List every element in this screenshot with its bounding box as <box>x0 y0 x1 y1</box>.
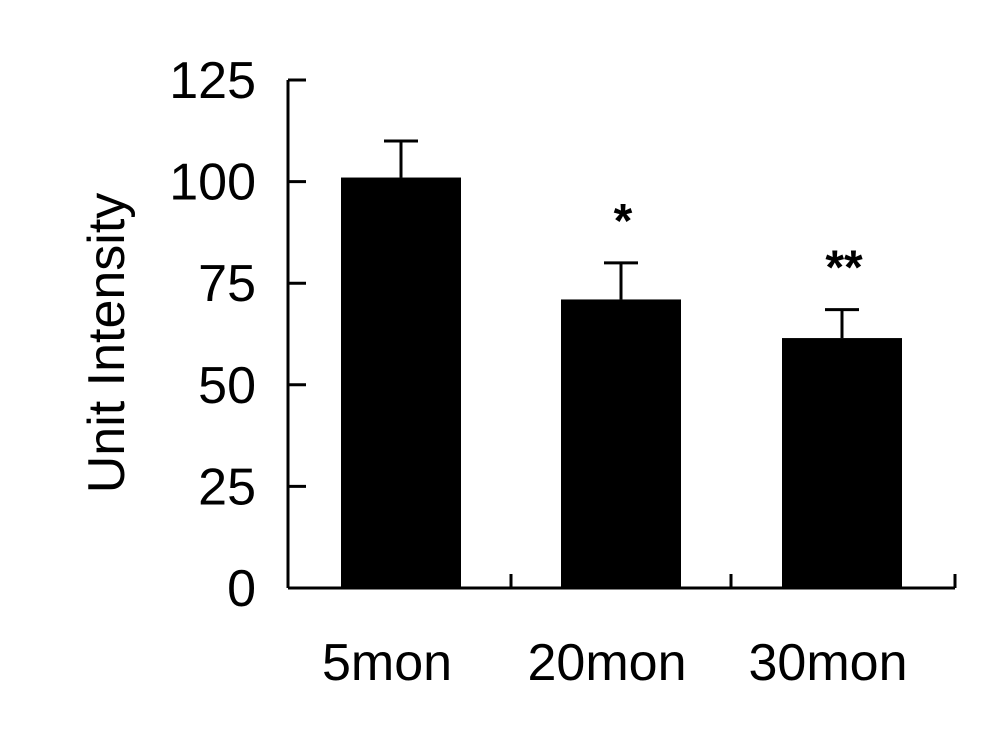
bar <box>561 299 681 588</box>
bar <box>782 338 902 588</box>
x-tick-label: 5mon <box>322 634 452 692</box>
x-tick-label: 30mon <box>749 634 908 692</box>
significance-marker: ** <box>825 242 863 295</box>
y-tick-label: 0 <box>227 560 256 618</box>
y-tick-label: 25 <box>198 458 256 516</box>
y-axis-title: Unit Intensity <box>78 193 136 494</box>
bar <box>341 177 461 588</box>
significance-marker: * <box>614 195 633 248</box>
y-tick-label: 50 <box>198 357 256 415</box>
y-tick-label: 125 <box>169 52 256 110</box>
x-tick-label: 20mon <box>528 634 687 692</box>
y-tick-label: 75 <box>198 255 256 313</box>
y-tick-label: 100 <box>169 154 256 212</box>
plot-area: 0 25 50 75 100 125 5mon * 20mon ** 30mon <box>169 52 957 692</box>
